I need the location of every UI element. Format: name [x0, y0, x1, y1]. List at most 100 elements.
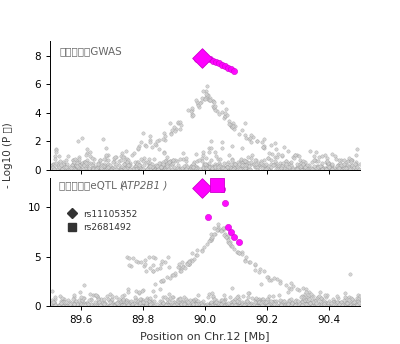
Point: [200, 150, 206, 155]
Point: [247, 135, 253, 141]
Point: [175, 297, 182, 302]
Point: [52, 303, 58, 308]
Point: [167, 167, 173, 172]
Point: [139, 287, 146, 292]
Point: [192, 164, 198, 169]
Point: [175, 166, 182, 172]
Point: [280, 167, 287, 172]
Point: [260, 299, 267, 305]
Point: [80, 302, 86, 308]
Point: [209, 164, 215, 169]
Point: [274, 302, 280, 308]
Point: [223, 106, 229, 111]
Point: [221, 303, 228, 309]
Point: [254, 299, 260, 304]
Point: [344, 303, 350, 309]
Point: [61, 163, 67, 169]
Point: [207, 95, 214, 101]
Point: [166, 302, 172, 308]
Point: [89, 162, 96, 168]
Point: [330, 303, 337, 308]
Point: [116, 303, 122, 308]
Point: [151, 167, 158, 172]
Point: [293, 165, 300, 171]
Point: [323, 166, 329, 172]
Point: [105, 165, 111, 171]
Point: [202, 303, 208, 309]
Point: [103, 145, 110, 151]
Point: [219, 139, 225, 144]
Point: [278, 301, 284, 306]
Point: [271, 301, 277, 306]
Point: [203, 161, 209, 166]
Point: [215, 300, 221, 305]
Point: [79, 298, 86, 303]
Point: [345, 167, 352, 173]
Point: [286, 300, 292, 305]
Point: [122, 164, 129, 169]
Point: [299, 293, 306, 299]
Point: [216, 301, 222, 307]
Point: [184, 299, 190, 304]
Point: [66, 166, 73, 172]
Point: [332, 301, 338, 307]
Point: [180, 150, 186, 155]
Point: [276, 160, 283, 166]
Point: [74, 160, 81, 166]
Point: [207, 303, 214, 309]
Point: [66, 301, 73, 307]
Point: [300, 161, 306, 167]
Point: [292, 303, 298, 308]
Point: [224, 162, 230, 167]
Point: [49, 162, 55, 168]
Point: [233, 300, 240, 306]
Point: [184, 261, 191, 266]
Point: [278, 301, 285, 306]
Point: [245, 301, 252, 307]
Point: [312, 301, 319, 307]
Point: [82, 302, 88, 307]
Point: [48, 166, 55, 171]
Point: [272, 160, 279, 166]
Point: [174, 167, 181, 173]
Point: [266, 167, 272, 172]
Point: [129, 153, 136, 158]
Point: [193, 166, 200, 171]
Point: [294, 152, 300, 158]
Point: [75, 164, 82, 170]
Point: [214, 109, 221, 114]
Point: [79, 160, 85, 165]
Point: [296, 166, 302, 172]
Point: [59, 303, 65, 309]
Point: [294, 166, 300, 171]
Point: [230, 164, 236, 169]
Point: [154, 301, 161, 307]
Point: [281, 165, 288, 171]
Point: [78, 301, 85, 307]
Point: [238, 160, 245, 166]
Point: [208, 300, 215, 305]
Point: [116, 297, 122, 302]
Point: [204, 166, 210, 171]
Point: [86, 150, 93, 155]
Point: [342, 159, 349, 165]
Point: [72, 167, 78, 172]
Point: [208, 237, 214, 243]
Point: [334, 166, 340, 172]
Point: [278, 302, 284, 308]
Point: [252, 158, 259, 163]
Point: [288, 286, 294, 291]
Point: [216, 300, 222, 305]
Point: [138, 260, 144, 265]
Point: [138, 298, 144, 303]
Point: [177, 301, 184, 307]
Point: [152, 163, 158, 169]
Point: [61, 164, 67, 170]
Point: [125, 290, 132, 295]
Point: [228, 161, 234, 167]
Point: [190, 302, 196, 307]
Point: [315, 164, 322, 170]
Point: [228, 123, 235, 129]
Point: [240, 293, 247, 299]
Point: [325, 166, 331, 172]
